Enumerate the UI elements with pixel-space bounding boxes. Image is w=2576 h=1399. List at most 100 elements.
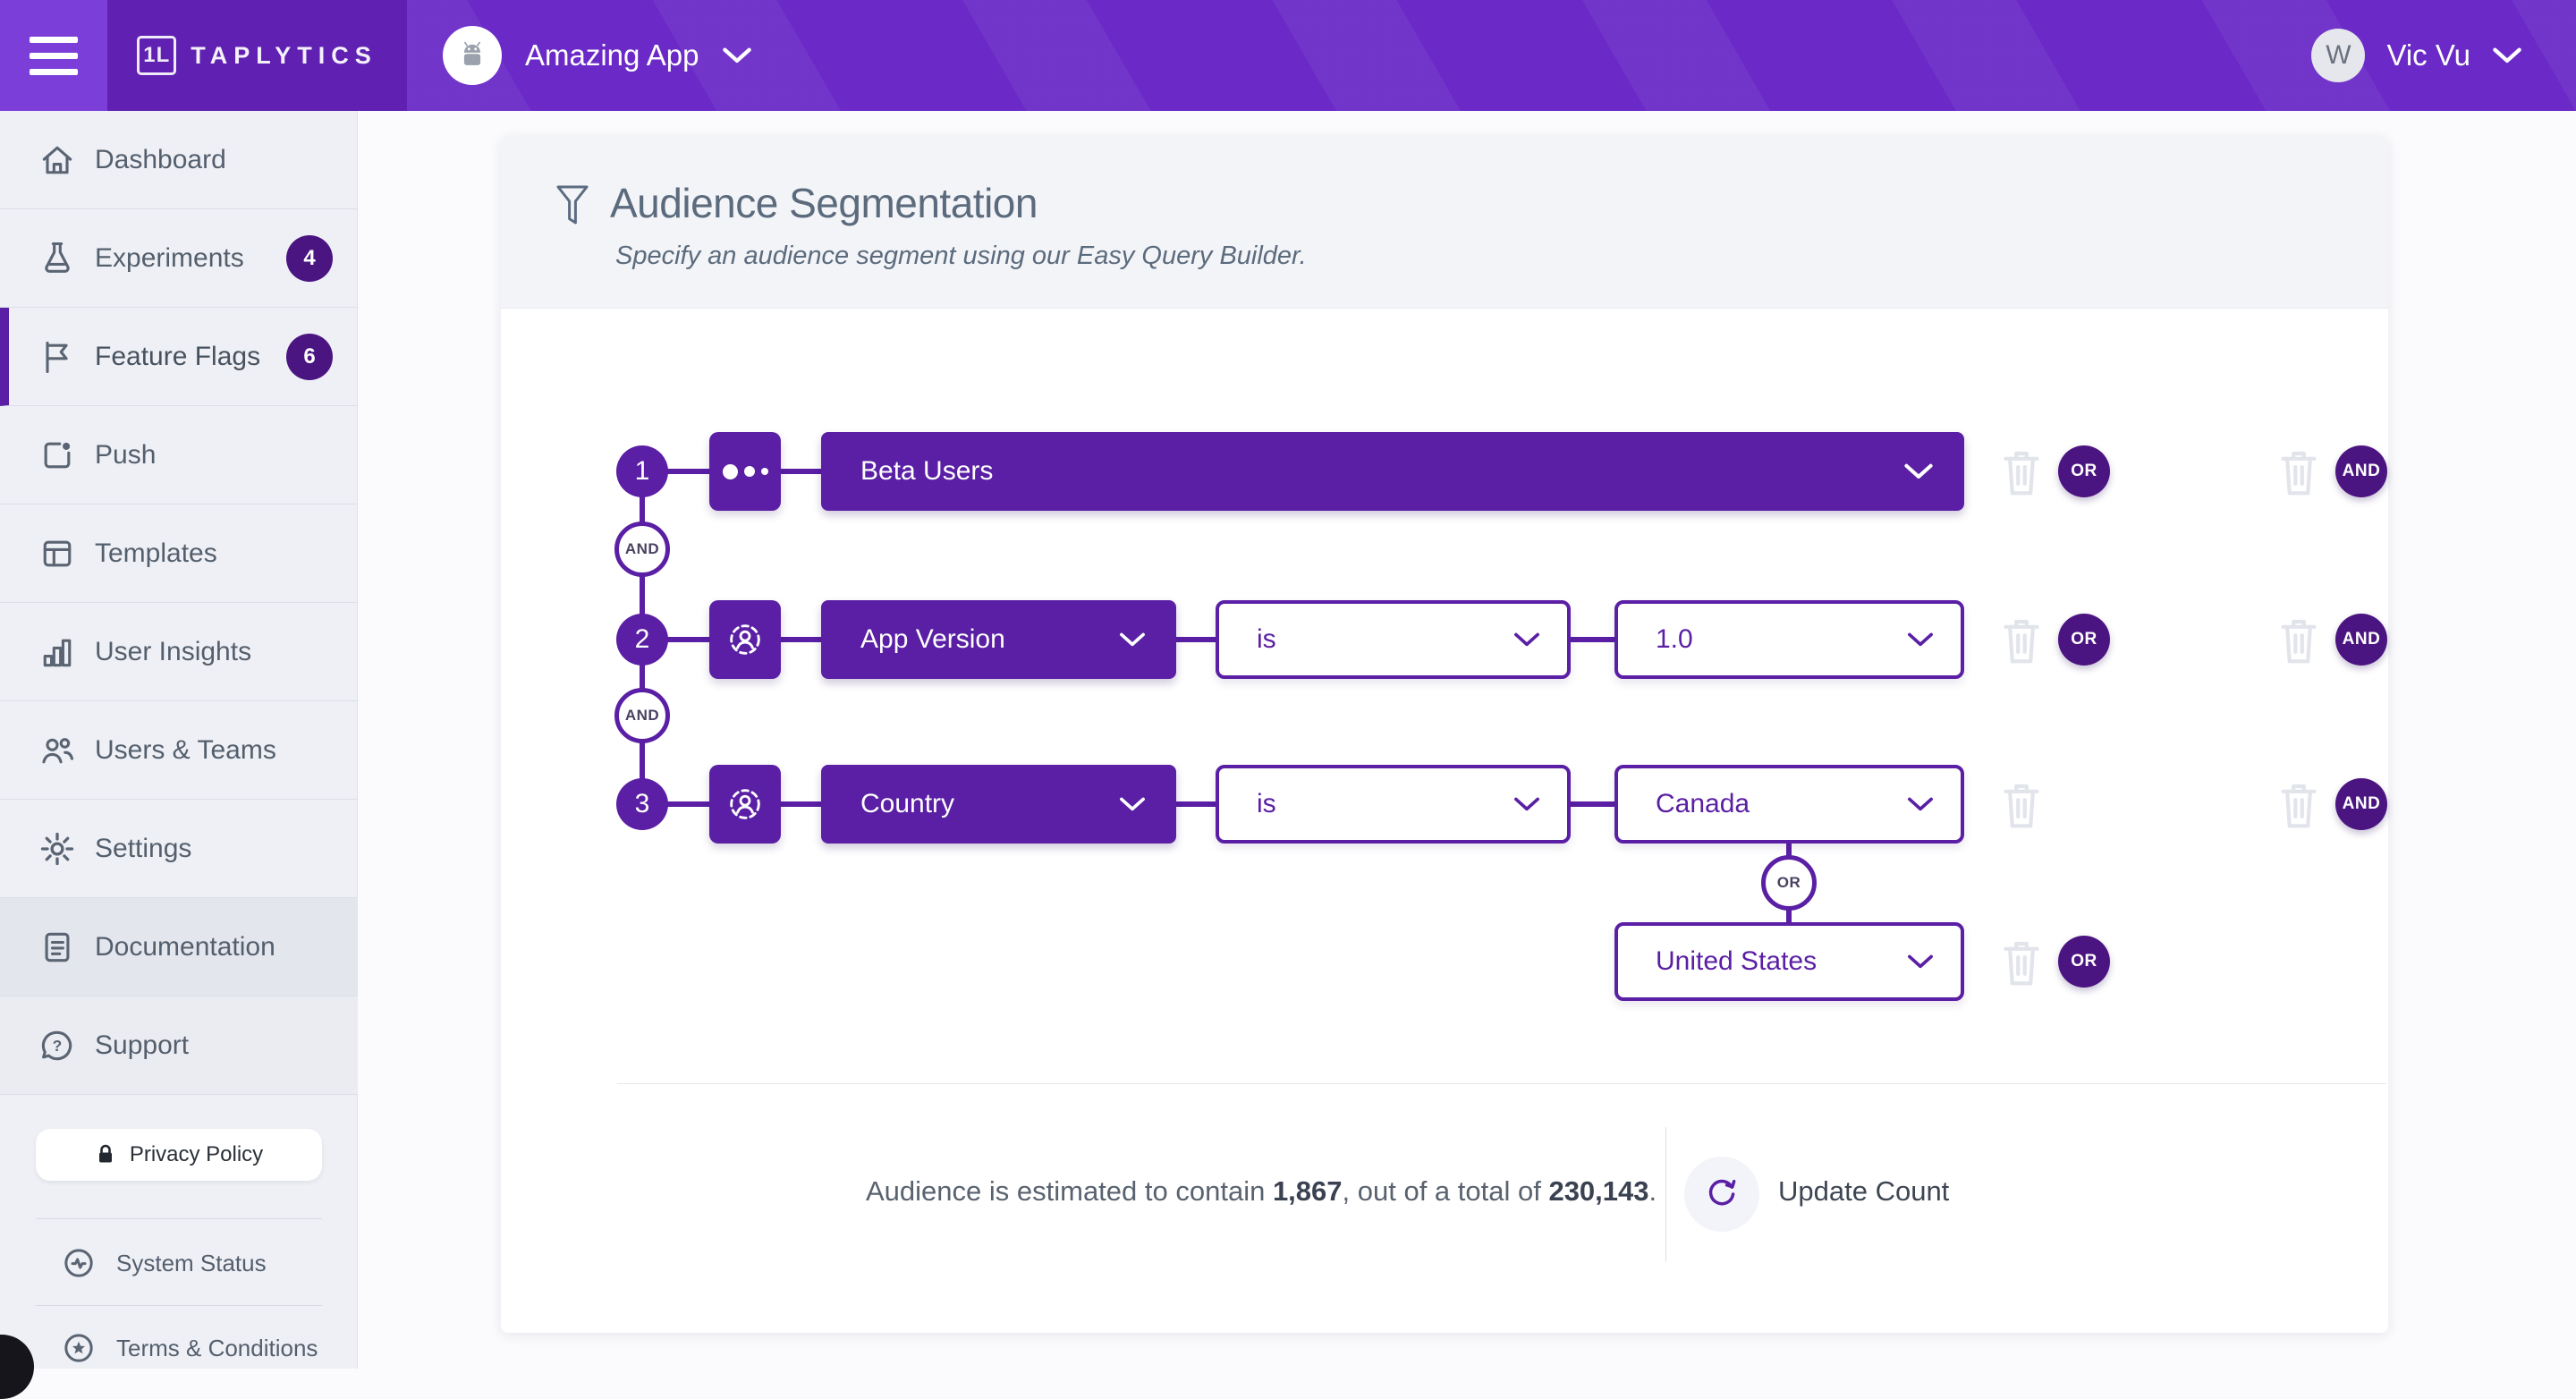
card-header: Audience Segmentation Specify an audienc… [501, 136, 2388, 309]
or-value-dropdown[interactable]: United States [1614, 922, 1964, 1001]
connector-line [781, 801, 821, 807]
flag-icon [46, 341, 68, 373]
chat-widget-button[interactable] [0, 1335, 34, 1399]
attribute-type-button[interactable] [709, 600, 781, 679]
chevron-down-icon [1908, 797, 1933, 810]
segment-type-button[interactable] [709, 432, 781, 511]
value-dropdown[interactable]: 1.0 [1614, 600, 1964, 679]
system-status-label: System Status [116, 1249, 267, 1276]
sidebar-item-user-insights[interactable]: User Insights [0, 603, 358, 701]
sidebar-item-label: Experiments [95, 242, 244, 273]
attribute-dropdown[interactable]: Country [821, 765, 1176, 844]
app-avatar [443, 26, 502, 85]
android-icon [463, 41, 481, 65]
delete-row-icon[interactable] [1996, 777, 2046, 833]
sidebar-item-label: Support [95, 1030, 190, 1060]
star-circle-icon [64, 1334, 93, 1362]
terms-conditions-label: Terms & Conditions [116, 1334, 318, 1361]
chevron-down-icon [723, 47, 752, 63]
help-bubble-icon: ? [41, 1030, 72, 1060]
connector-line [644, 637, 716, 642]
sidebar-item-label: Settings [95, 833, 192, 863]
delete-row-icon[interactable] [2274, 445, 2324, 500]
delete-row-icon[interactable] [1996, 613, 2046, 668]
value-dropdown-value: Canada [1656, 789, 1750, 818]
value-dropdown[interactable]: Canada [1614, 765, 1964, 844]
hamburger-menu-button[interactable] [0, 0, 107, 111]
sidebar-item-dashboard[interactable]: Dashboard [0, 111, 358, 209]
sidebar-item-documentation[interactable]: Documentation [0, 898, 358, 996]
row-2-number: 2 [616, 614, 668, 666]
connector-line [644, 801, 716, 807]
audience-segmentation-card: Audience Segmentation Specify an audienc… [501, 136, 2388, 1333]
and-badge[interactable]: AND [2335, 445, 2387, 497]
brand-name: TAPLYTICS [191, 41, 377, 69]
update-count-button[interactable] [1684, 1157, 1759, 1232]
privacy-policy-label: Privacy Policy [129, 1142, 264, 1166]
or-value-dropdown-value: United States [1656, 946, 1818, 976]
chevron-down-icon [2493, 47, 2521, 63]
delete-row-icon[interactable] [2274, 613, 2324, 668]
filter-funnel-icon [556, 185, 589, 225]
brand-logo[interactable]: 1L TAPLYTICS [107, 0, 407, 111]
topbar: 1L TAPLYTICS Amazing App [0, 0, 2576, 111]
audience-total: 230,143 [1548, 1175, 1649, 1207]
connector-line [1571, 637, 1614, 642]
gear-icon [40, 832, 74, 865]
delete-row-icon[interactable] [1996, 935, 2046, 990]
value-dropdown-value: 1.0 [1656, 624, 1693, 654]
chevron-down-icon [1514, 797, 1539, 810]
or-badge[interactable]: OR [2058, 936, 2110, 988]
chevron-down-icon [1908, 954, 1933, 968]
connector-line [781, 469, 821, 474]
delete-row-icon[interactable] [2274, 777, 2324, 833]
delete-row-icon[interactable] [1996, 445, 2046, 500]
templates-icon [43, 540, 72, 566]
sidebar-item-label: User Insights [95, 636, 252, 666]
connector-line [1176, 801, 1216, 807]
or-badge[interactable]: OR [2058, 445, 2110, 497]
update-count-label[interactable]: Update Count [1778, 1175, 1950, 1207]
footer-divider [617, 1083, 2386, 1084]
svg-text:?: ? [53, 1036, 63, 1054]
sidebar-item-experiments[interactable]: Experiments 4 [0, 209, 358, 308]
sidebar-item-users-teams[interactable]: Users & Teams [0, 701, 358, 800]
hamburger-icon [30, 36, 78, 43]
chevron-down-icon [1120, 797, 1145, 810]
audience-summary: Audience is estimated to contain 1,867, … [866, 1175, 1657, 1207]
attribute-dropdown-value: App Version [860, 624, 1005, 654]
user-menu-dropdown[interactable]: W Vic Vu [2311, 29, 2522, 82]
connector-line [781, 637, 821, 642]
operator-dropdown[interactable]: is [1216, 600, 1571, 679]
and-badge[interactable]: AND [2335, 778, 2387, 830]
sidebar-item-settings[interactable]: Settings [0, 800, 358, 898]
bar-chart-icon [43, 639, 72, 666]
user-name: Vic Vu [2386, 38, 2470, 72]
or-badge[interactable]: OR [2058, 614, 2110, 666]
app-switcher-dropdown[interactable]: Amazing App [443, 26, 752, 85]
sidebar-item-support[interactable]: ? Support [0, 996, 358, 1095]
document-icon [45, 932, 70, 962]
sidebar-item-feature-flags[interactable]: Feature Flags 6 [0, 308, 358, 406]
lock-icon [98, 1144, 112, 1163]
operator-dropdown-value: is [1257, 624, 1276, 654]
attribute-type-button[interactable] [709, 765, 781, 844]
system-status-link[interactable]: System Status [61, 1245, 267, 1281]
privacy-policy-button[interactable]: Privacy Policy [36, 1129, 322, 1181]
terms-conditions-link[interactable]: Terms & Conditions [61, 1330, 318, 1366]
attribute-dropdown[interactable]: App Version [821, 600, 1176, 679]
connector-line [644, 469, 716, 474]
vertical-divider [1665, 1127, 1666, 1261]
operator-dropdown[interactable]: is [1216, 765, 1571, 844]
sidebar-item-label: Feature Flags [95, 341, 261, 371]
feature-flags-count-badge: 6 [286, 334, 333, 380]
chevron-down-icon [1904, 463, 1933, 479]
sidebar-item-templates[interactable]: Templates [0, 504, 358, 603]
segment-dropdown[interactable]: Beta Users [821, 432, 1964, 511]
and-badge[interactable]: AND [2335, 614, 2387, 666]
home-icon [42, 146, 72, 174]
connector-line [1571, 801, 1614, 807]
flask-icon [45, 242, 70, 273]
operator-dropdown-value: is [1257, 789, 1276, 818]
sidebar-item-push[interactable]: Push [0, 406, 358, 504]
